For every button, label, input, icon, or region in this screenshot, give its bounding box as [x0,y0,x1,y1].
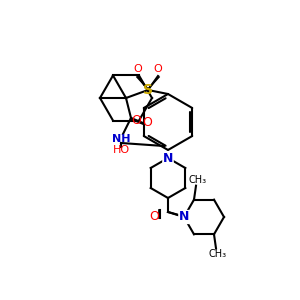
Text: O: O [154,64,162,74]
Text: O: O [134,64,142,74]
Text: CH₃: CH₃ [189,175,207,185]
Text: N: N [179,211,189,224]
Text: HO: HO [112,145,130,155]
Text: CH₃: CH₃ [209,249,227,259]
Text: O: O [131,114,141,127]
Text: NH: NH [112,134,130,144]
Text: O: O [142,116,152,130]
Text: S: S [143,83,153,97]
Text: O: O [149,209,159,223]
Text: N: N [163,152,173,164]
